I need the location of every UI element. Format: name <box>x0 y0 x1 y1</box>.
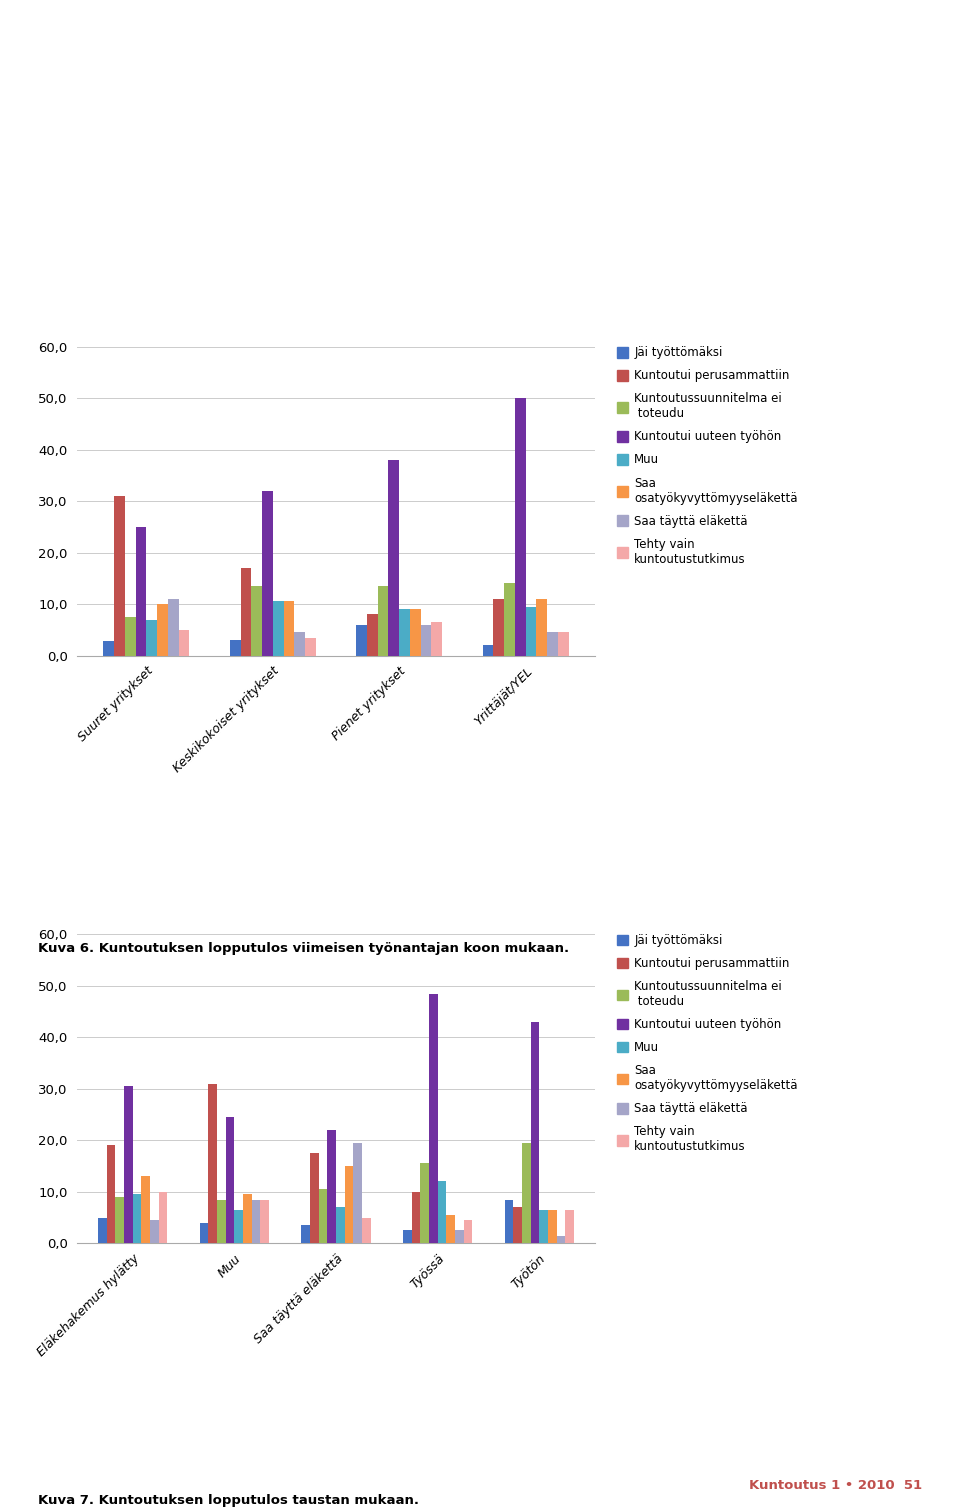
Text: Kuntoutus 1 • 2010  51: Kuntoutus 1 • 2010 51 <box>749 1478 922 1492</box>
Bar <box>505 1200 514 1243</box>
Bar <box>367 615 377 656</box>
Bar <box>429 993 438 1243</box>
Bar <box>420 625 431 656</box>
Bar <box>327 1130 336 1243</box>
Bar <box>310 1153 319 1243</box>
Bar <box>132 1195 141 1243</box>
Bar <box>345 1166 353 1243</box>
Text: Kuva 6. Kuntoutuksen lopputulos viimeisen työnantajan koon mukaan.: Kuva 6. Kuntoutuksen lopputulos viimeise… <box>38 942 569 955</box>
Bar <box>547 633 558 656</box>
Bar <box>208 1084 217 1243</box>
Bar <box>515 398 526 656</box>
Bar <box>135 527 146 656</box>
Bar <box>522 1142 531 1243</box>
Bar <box>229 640 241 656</box>
Bar <box>412 1192 420 1243</box>
Bar <box>283 601 295 656</box>
Bar <box>252 1200 260 1243</box>
Bar <box>262 491 273 656</box>
Bar <box>431 622 443 656</box>
Bar <box>107 1145 115 1243</box>
Bar <box>217 1200 226 1243</box>
Bar <box>362 1218 371 1243</box>
Bar <box>252 586 262 656</box>
Bar <box>483 645 493 656</box>
Bar <box>531 1022 540 1243</box>
Bar <box>336 1207 345 1243</box>
Bar <box>420 1163 429 1243</box>
Bar <box>273 601 283 656</box>
Bar <box>146 619 157 656</box>
Bar <box>141 1177 150 1243</box>
Bar <box>537 598 547 656</box>
Bar <box>446 1215 455 1243</box>
Bar <box>158 1192 167 1243</box>
Bar <box>200 1222 208 1243</box>
Bar <box>319 1189 327 1243</box>
Bar <box>115 1197 124 1243</box>
Bar <box>514 1207 522 1243</box>
Bar <box>243 1195 252 1243</box>
Bar <box>377 586 389 656</box>
Bar <box>558 633 568 656</box>
Bar <box>356 625 367 656</box>
Bar <box>403 1230 412 1243</box>
Bar <box>104 640 114 656</box>
Bar <box>540 1210 548 1243</box>
Bar <box>353 1142 362 1243</box>
Bar <box>124 1087 132 1243</box>
Bar <box>114 496 125 656</box>
Legend: Jäi työttömäksi, Kuntoutui perusammattiin, Kuntoutussuunnitelma ei
 toteudu, Kun: Jäi työttömäksi, Kuntoutui perusammattii… <box>616 934 798 1153</box>
Bar <box>179 630 189 656</box>
Bar <box>548 1210 557 1243</box>
Bar <box>241 568 252 656</box>
Bar <box>438 1181 446 1243</box>
Bar <box>226 1117 234 1243</box>
Bar <box>557 1236 565 1243</box>
Bar <box>301 1225 310 1243</box>
Bar <box>98 1218 107 1243</box>
Bar <box>260 1200 269 1243</box>
Bar <box>493 598 504 656</box>
Bar <box>455 1230 464 1243</box>
Bar <box>526 607 537 656</box>
Bar <box>305 637 316 656</box>
Bar <box>410 609 420 656</box>
Bar <box>157 604 168 656</box>
Bar <box>150 1221 158 1243</box>
Bar <box>389 460 399 656</box>
Bar <box>125 616 135 656</box>
Bar <box>504 583 515 656</box>
Bar <box>295 633 305 656</box>
Bar <box>234 1210 243 1243</box>
Bar <box>399 609 410 656</box>
Bar <box>464 1221 472 1243</box>
Bar <box>565 1210 574 1243</box>
Legend: Jäi työttömäksi, Kuntoutui perusammattiin, Kuntoutussuunnitelma ei
 toteudu, Kun: Jäi työttömäksi, Kuntoutui perusammattii… <box>616 347 798 565</box>
Text: Kuva 7. Kuntoutuksen lopputulos taustan mukaan.: Kuva 7. Kuntoutuksen lopputulos taustan … <box>38 1493 420 1507</box>
Bar <box>168 598 179 656</box>
